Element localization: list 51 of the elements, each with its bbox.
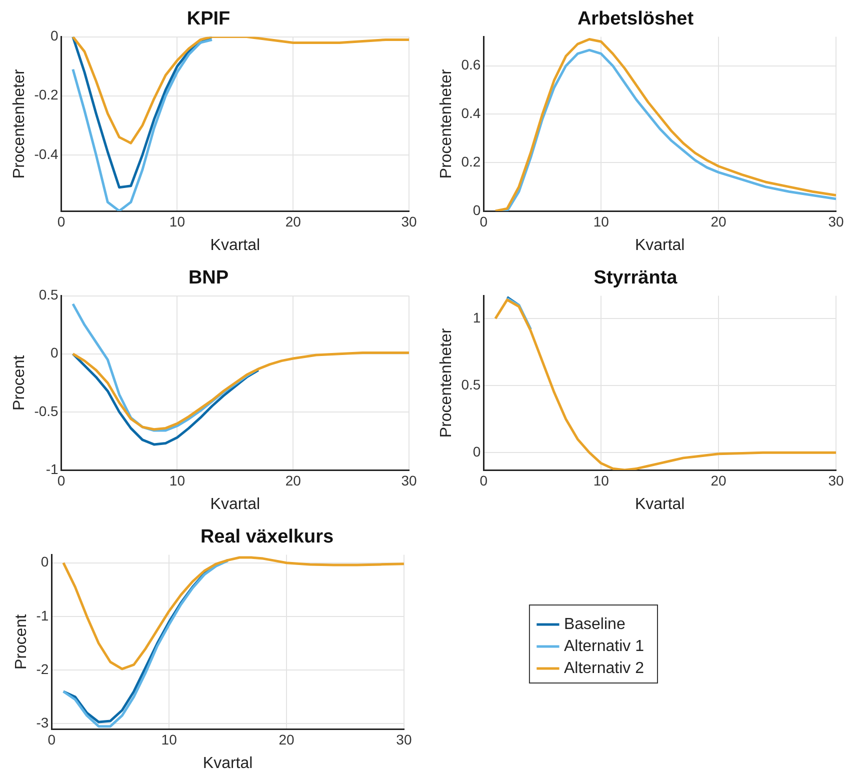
- y-tick-label: 0.2: [461, 153, 481, 170]
- chart-title: Real växelkurs: [200, 526, 334, 548]
- chart-title: Styrränta: [594, 268, 678, 289]
- y-tick-label: 0: [472, 443, 481, 460]
- y-axis-title: Procent: [11, 354, 28, 410]
- y-tick-label: -1: [36, 607, 49, 624]
- y-tick-label: 0.6: [461, 56, 481, 73]
- y-tick-label: 0.5: [38, 286, 59, 303]
- y-axis-title: Procentenheter: [11, 68, 28, 179]
- x-axis-title: Kvartal: [634, 496, 685, 513]
- x-tick-label: 30: [396, 731, 412, 748]
- y-tick-label: 1: [472, 309, 481, 326]
- x-tick-label: 10: [593, 213, 610, 230]
- legend-label: Alternativ 1: [564, 638, 644, 655]
- x-axis-title: Kvartal: [210, 236, 260, 254]
- x-tick-label: 10: [169, 213, 186, 230]
- x-tick-label: 20: [285, 213, 302, 230]
- x-tick-label: 10: [169, 472, 186, 488]
- y-tick-label: 0: [50, 344, 59, 361]
- y-tick-label: -3: [36, 714, 49, 730]
- y-tick-label: 0: [50, 28, 59, 44]
- y-tick-label: -0.4: [34, 146, 59, 162]
- x-tick-label: 30: [401, 472, 417, 488]
- chart-title: BNP: [188, 268, 229, 289]
- legend-label: Baseline: [564, 616, 626, 633]
- y-tick-label: -0.2: [34, 86, 59, 103]
- chart-title: KPIF: [186, 8, 230, 30]
- y-tick-label: 0.5: [461, 376, 481, 392]
- y-tick-label: 0: [40, 554, 49, 570]
- x-axis-title: Kvartal: [202, 754, 253, 772]
- x-tick-label: 20: [285, 472, 302, 488]
- y-axis-title: Procent: [13, 614, 30, 670]
- x-tick-label: 10: [593, 472, 610, 488]
- y-tick-label: -0.5: [34, 402, 59, 419]
- x-tick-label: 10: [161, 731, 178, 748]
- y-axis-title: Procentenheter: [438, 68, 456, 179]
- chart-title: Arbetslöshet: [577, 8, 694, 30]
- y-tick-label: -1: [46, 460, 59, 477]
- x-tick-label: 30: [828, 472, 844, 488]
- y-tick-label: 0: [472, 202, 481, 218]
- y-tick-label: 0.4: [461, 105, 481, 122]
- x-tick-label: 20: [710, 472, 727, 488]
- y-tick-label: -2: [36, 660, 49, 677]
- y-axis-title: Procentenheter: [438, 328, 456, 438]
- legend-label: Alternativ 2: [564, 660, 644, 677]
- x-axis-title: Kvartal: [634, 236, 685, 254]
- x-tick-label: 30: [401, 213, 417, 230]
- x-tick-label: 20: [710, 213, 727, 230]
- x-tick-label: 30: [828, 213, 844, 230]
- x-axis-title: Kvartal: [210, 496, 260, 513]
- x-tick-label: 20: [278, 731, 295, 748]
